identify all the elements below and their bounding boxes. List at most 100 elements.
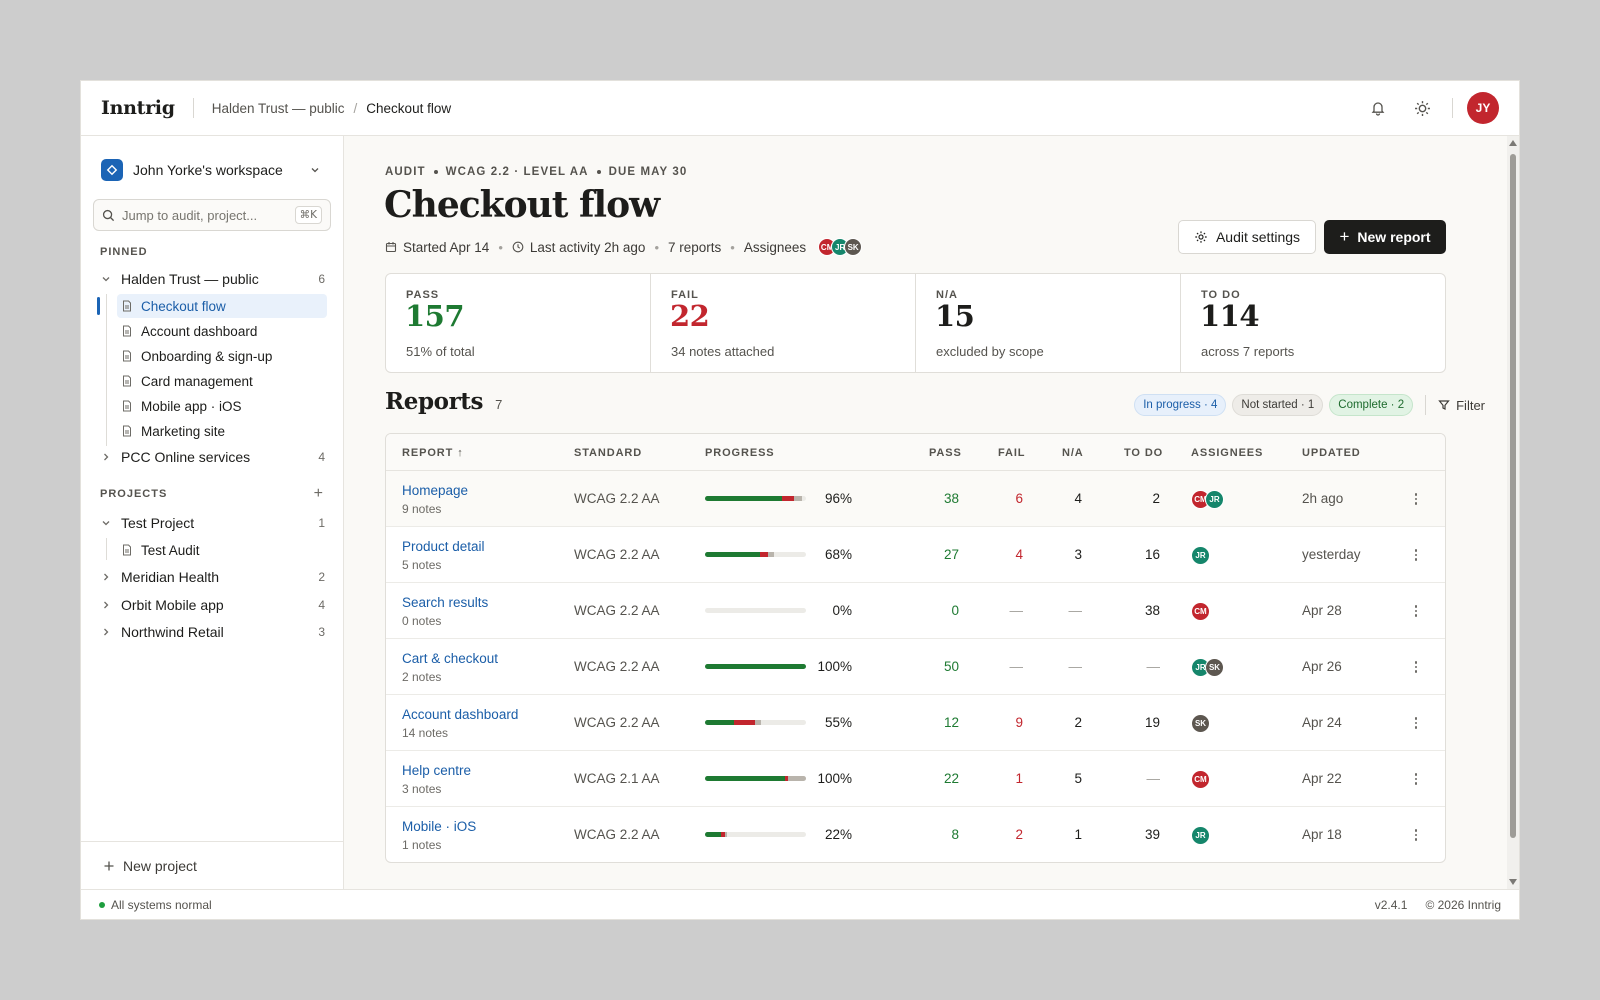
progress-percent: 100% (817, 771, 852, 786)
todo-count: 38 (1144, 603, 1160, 618)
more-options-icon[interactable] (1410, 489, 1422, 509)
avatar[interactable]: JR (1191, 826, 1210, 845)
progress-na-segment (725, 832, 728, 837)
col-report[interactable]: REPORT ↑ (402, 447, 464, 459)
filter-button[interactable]: Filter (1438, 398, 1485, 413)
stats-panel: PASS 157 51% of total FAIL 22 34 notes a… (385, 273, 1446, 373)
workspace-switcher[interactable]: John Yorke's workspace (101, 158, 329, 182)
report-link[interactable]: Product detail (402, 539, 485, 554)
col-todo[interactable]: TO DO (1124, 447, 1164, 459)
eyebrow-standard: WCAG 2.2 · LEVEL AA (445, 166, 589, 178)
new-project-label: New project (123, 857, 197, 874)
more-options-icon[interactable] (1410, 545, 1422, 565)
status-dot-icon (99, 901, 105, 908)
chip-complete[interactable]: Complete · 2 (1329, 394, 1414, 416)
avatar[interactable]: SK (1205, 658, 1224, 677)
avatar[interactable]: CM (1191, 602, 1210, 621)
sidebar-item-card-management[interactable]: Card management (117, 369, 327, 393)
scroll-up-icon[interactable] (1509, 140, 1517, 146)
col-fail[interactable]: FAIL (998, 447, 1026, 459)
pinned-project-halden-trust[interactable]: Halden Trust — public 6 (99, 267, 325, 291)
new-report-button[interactable]: + New report (1324, 220, 1446, 254)
pinned-project-pcc[interactable]: PCC Online services 4 (99, 445, 325, 469)
todo-count: 2 (1152, 491, 1160, 506)
audit-settings-button[interactable]: Audit settings (1178, 220, 1316, 254)
project-orbit-mobile[interactable]: Orbit Mobile app 4 (99, 593, 325, 617)
chevron-down-icon (311, 168, 319, 173)
chip-not-started[interactable]: Not started · 1 (1232, 394, 1324, 416)
table-row[interactable]: Account dashboard 14 notes WCAG 2.2 AA 55% 1… (386, 695, 1445, 751)
more-options-icon[interactable] (1410, 825, 1422, 845)
progress-percent: 0% (832, 603, 852, 618)
sidebar-item-checkout-flow[interactable]: Checkout flow (117, 294, 327, 318)
sidebar-item-mobile-ios[interactable]: Mobile app · iOS (117, 394, 327, 418)
status-bar: All systems normal v2.4.1 © 2026 Inntrig (81, 889, 1519, 919)
avatar[interactable]: SK (844, 238, 863, 256)
sidebar-item-test-audit[interactable]: Test Audit (117, 538, 327, 562)
pinned-section-label: PINNED (100, 246, 148, 258)
main-scrollbar[interactable] (1507, 136, 1519, 889)
chip-in-progress[interactable]: In progress · 4 (1134, 394, 1227, 416)
progress-percent: 55% (824, 715, 852, 730)
sidebar-search[interactable]: ⌘K (93, 199, 331, 231)
table-row[interactable]: Product detail 5 notes WCAG 2.2 AA 68% 27 4 3 1… (386, 527, 1445, 583)
col-updated[interactable]: UPDATED (1302, 447, 1361, 459)
more-options-icon[interactable] (1410, 601, 1422, 621)
na-count: 5 (1074, 771, 1082, 786)
col-progress[interactable]: PROGRESS (705, 447, 775, 459)
table-row[interactable]: Homepage 9 notes WCAG 2.2 AA 96% 38 6 4 2 CM JR 2h… (386, 471, 1445, 527)
scrollbar-thumb[interactable] (1510, 154, 1516, 838)
stat-desc: 34 notes attached (671, 344, 775, 359)
notifications-button[interactable] (1362, 92, 1394, 124)
avatar[interactable]: JR (1191, 546, 1210, 565)
more-options-icon[interactable] (1410, 657, 1422, 677)
report-link[interactable]: Mobile · iOS (402, 819, 477, 834)
report-link[interactable]: Account dashboard (402, 707, 519, 722)
app-logo[interactable]: Inntrig (101, 97, 175, 119)
avatar[interactable]: CM (1191, 770, 1210, 789)
report-link[interactable]: Help centre (402, 763, 472, 778)
breadcrumb-parent[interactable]: Halden Trust — public (211, 100, 345, 116)
table-row[interactable]: Mobile · iOS 1 notes WCAG 2.2 AA 22% 8 2 1 39 JR… (386, 807, 1445, 862)
project-meridian-health[interactable]: Meridian Health 2 (99, 565, 325, 589)
sidebar-item-account-dashboard[interactable]: Account dashboard (117, 319, 327, 343)
assignee-avatars[interactable]: CM JR SK (818, 238, 863, 256)
avatar[interactable]: JR (1205, 490, 1224, 509)
project-northwind-retail[interactable]: Northwind Retail 3 (99, 620, 325, 644)
fail-count: 9 (1015, 715, 1023, 730)
progress-pass-segment (705, 552, 760, 557)
sidebar-item-marketing-site[interactable]: Marketing site (117, 419, 327, 443)
dot-separator (433, 170, 438, 174)
add-project-button[interactable]: + (313, 485, 323, 502)
user-avatar[interactable]: JY (1467, 92, 1499, 124)
progress-bar (705, 552, 806, 557)
stat-desc: excluded by scope (936, 344, 1044, 359)
table-row[interactable]: Search results 0 notes WCAG 2.2 AA 0% 0 — — 38 C… (386, 583, 1445, 639)
more-options-icon[interactable] (1410, 769, 1422, 789)
new-project-button[interactable]: New project (81, 841, 343, 889)
scroll-down-icon[interactable] (1509, 879, 1517, 885)
table-row[interactable]: Cart & checkout 2 notes WCAG 2.2 AA 100% 50 —… (386, 639, 1445, 695)
report-link[interactable]: Cart & checkout (402, 651, 499, 666)
main-content: AUDIT WCAG 2.2 · LEVEL AA DUE MAY 30 Che… (345, 136, 1507, 889)
col-standard[interactable]: STANDARD (574, 447, 643, 459)
search-input[interactable] (122, 207, 282, 223)
theme-toggle-button[interactable] (1406, 92, 1438, 124)
stat-desc: across 7 reports (1201, 344, 1295, 359)
filter-icon (1438, 400, 1450, 410)
project-test-project[interactable]: Test Project 1 (99, 511, 325, 535)
col-assignees[interactable]: ASSIGNEES (1191, 447, 1264, 459)
row-assignees: JR SK (1191, 658, 1224, 677)
report-link[interactable]: Homepage (402, 483, 469, 498)
table-row[interactable]: Help centre 3 notes WCAG 2.1 AA 100% 22 1 5 — CM… (386, 751, 1445, 807)
sidebar-item-onboarding[interactable]: Onboarding & sign-up (117, 344, 327, 368)
report-standard: WCAG 2.2 AA (574, 715, 660, 730)
progress-fail-segment (781, 496, 794, 501)
stat-pass: PASS 157 51% of total (386, 274, 651, 372)
col-na[interactable]: N/A (1062, 447, 1084, 459)
avatar[interactable]: SK (1191, 714, 1210, 733)
progress-pass-segment (705, 720, 735, 725)
col-pass[interactable]: PASS (929, 447, 962, 459)
report-link[interactable]: Search results (402, 595, 489, 610)
more-options-icon[interactable] (1410, 713, 1422, 733)
